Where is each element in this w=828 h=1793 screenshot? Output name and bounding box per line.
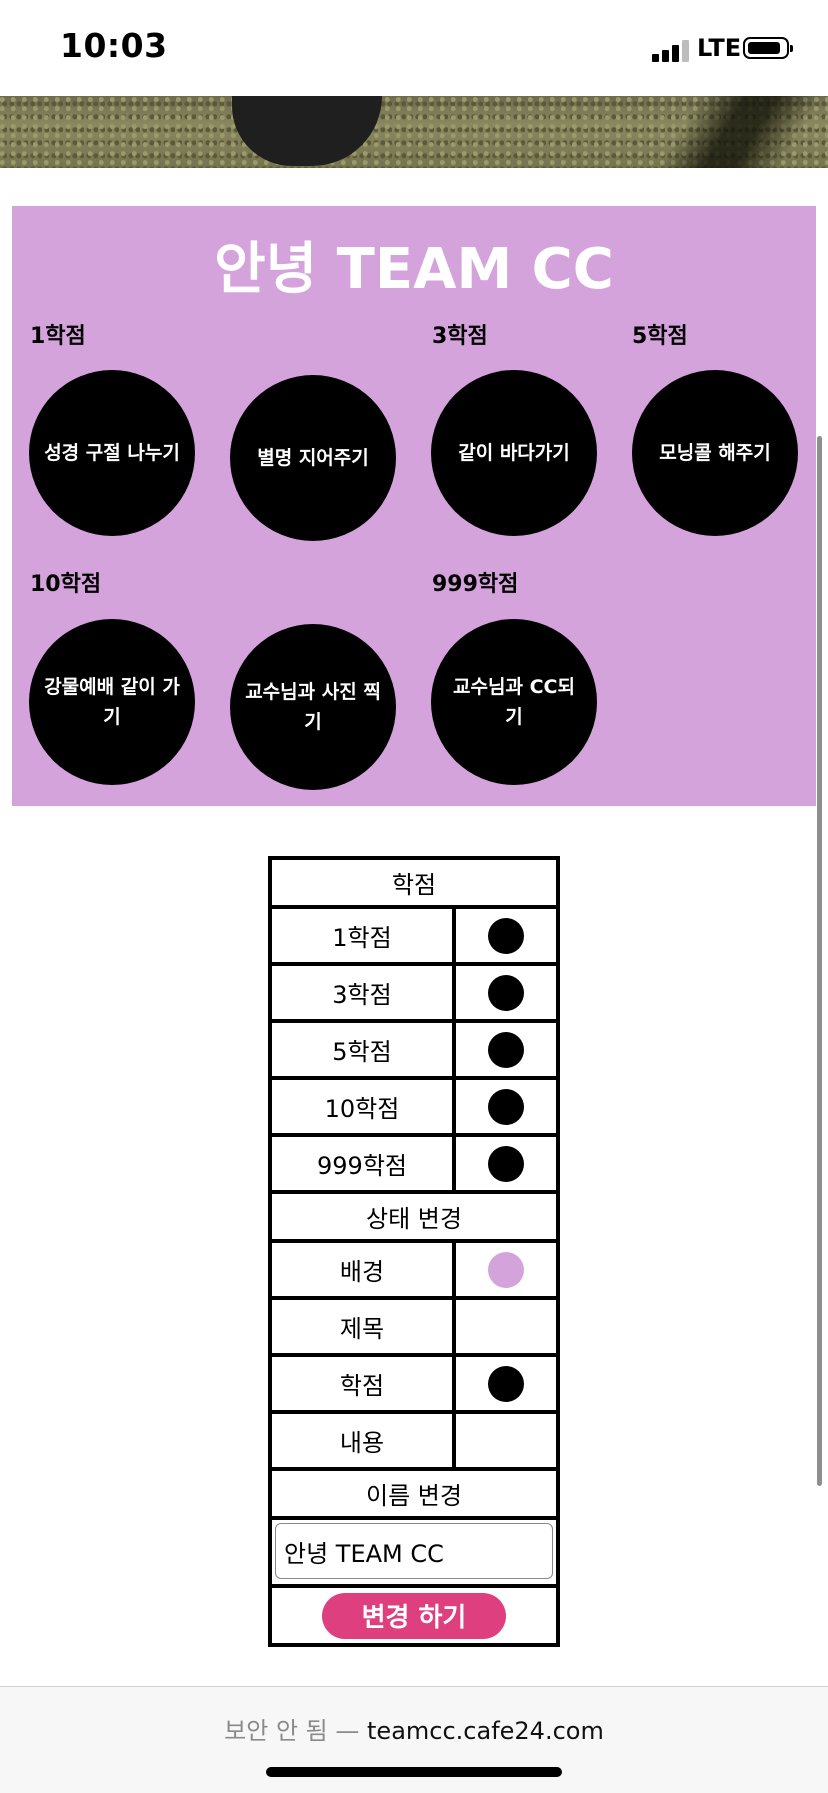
security-warning: 보안 안 됨 — — [224, 1717, 360, 1745]
color-swatch[interactable] — [488, 1145, 524, 1182]
grade-row-label: 1학점 — [272, 909, 456, 962]
settings-table: 학점 1학점 3학점 5학점 10학점 999학점 상태 변경 배경 제목 학점… — [268, 856, 560, 1647]
home-indicator[interactable] — [266, 1767, 562, 1777]
status-row-label: 학점 — [272, 1357, 456, 1410]
signal-icon — [652, 38, 692, 62]
status-bar: 10:03 LTE — [0, 0, 828, 96]
url-host: teamcc.cafe24.com — [367, 1717, 604, 1745]
clock: 10:03 — [60, 26, 168, 65]
status-row-label: 배경 — [272, 1243, 456, 1296]
header-photo — [0, 96, 828, 168]
grade-row-label: 5학점 — [272, 1023, 456, 1076]
grade-label: 10학점 — [30, 572, 102, 597]
content-color-swatch[interactable] — [488, 1422, 524, 1459]
color-swatch[interactable] — [488, 974, 524, 1011]
change-button[interactable]: 변경 하기 — [322, 1592, 506, 1639]
mission-circle[interactable]: 별명 지어주기 — [230, 375, 396, 541]
grade-color-row: 3학점 — [272, 966, 556, 1023]
mission-circle[interactable]: 모닝콜 해주기 — [632, 370, 798, 536]
grade-color-swatch[interactable] — [488, 1365, 524, 1402]
status-color-row: 학점 — [272, 1357, 556, 1414]
status-section-header: 상태 변경 — [366, 1205, 462, 1233]
grade-label: 1학점 — [30, 324, 86, 349]
grade-label: 5학점 — [632, 324, 688, 349]
grade-label: 999학점 — [432, 572, 519, 597]
mission-circle[interactable]: 교수님과 사진 찍기 — [230, 624, 396, 790]
status-color-row: 내용 — [272, 1414, 556, 1471]
grade-row-label: 10학점 — [272, 1080, 456, 1133]
mission-board: 안녕 TEAM CC 1학점 3학점 5학점 성경 구절 나누기 별명 지어주기… — [12, 206, 816, 806]
grade-color-row: 5학점 — [272, 1023, 556, 1080]
color-swatch[interactable] — [488, 917, 524, 954]
mission-circle[interactable]: 같이 바다가기 — [431, 370, 597, 536]
title-color-swatch[interactable] — [488, 1308, 524, 1345]
color-swatch[interactable] — [488, 1088, 524, 1125]
battery-icon — [743, 37, 793, 59]
grade-row-label: 999학점 — [272, 1137, 456, 1190]
grade-row-label: 3학점 — [272, 966, 456, 1019]
status-color-row: 제목 — [272, 1300, 556, 1357]
name-section-header: 이름 변경 — [366, 1482, 462, 1510]
board-title: 안녕 TEAM CC — [214, 237, 614, 302]
grade-color-row: 999학점 — [272, 1137, 556, 1194]
name-input[interactable] — [275, 1523, 553, 1579]
status-color-row: 배경 — [272, 1243, 556, 1300]
mission-circle[interactable]: 성경 구절 나누기 — [29, 370, 195, 536]
status-row-label: 내용 — [272, 1414, 456, 1467]
url-bar[interactable]: 보안 안 됨 — teamcc.cafe24.com — [0, 1686, 828, 1793]
status-row-label: 제목 — [272, 1300, 456, 1353]
grade-color-row: 1학점 — [272, 909, 556, 966]
grade-section-header: 학점 — [391, 871, 437, 899]
network-label: LTE — [697, 34, 742, 62]
mission-circle[interactable]: 교수님과 CC되기 — [431, 619, 597, 785]
grade-color-row: 10학점 — [272, 1080, 556, 1137]
mission-circle[interactable]: 강물예배 같이 가기 — [29, 619, 195, 785]
color-swatch[interactable] — [488, 1031, 524, 1068]
grade-label: 3학점 — [432, 324, 488, 349]
background-color-swatch[interactable] — [488, 1251, 524, 1288]
scrollbar[interactable] — [817, 436, 822, 1486]
